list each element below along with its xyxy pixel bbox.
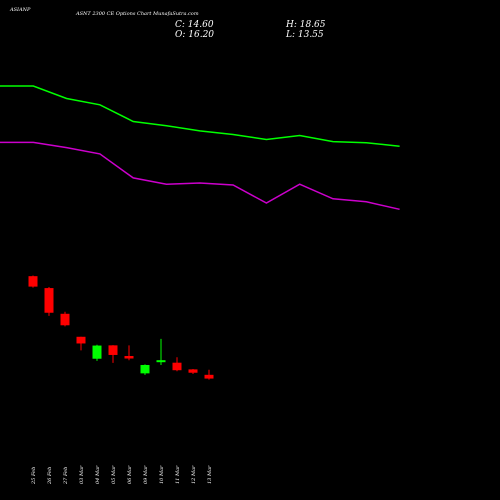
- indicator-lines: [0, 85, 400, 211]
- x-tick-label: 04 Mar: [95, 465, 101, 484]
- candle-body: [204, 374, 214, 379]
- lower-line: [0, 141, 400, 211]
- candle: [92, 344, 102, 361]
- chart-title: ASNT 2300 CE Options Chart MunafaSutra.c…: [76, 11, 199, 17]
- x-tick-label: 27 Feb: [63, 467, 69, 485]
- candle-body: [124, 356, 134, 359]
- candle-body: [188, 369, 198, 373]
- candle-body: [28, 276, 38, 287]
- candle: [156, 338, 166, 365]
- open-value: O: 16.20: [175, 30, 215, 40]
- x-tick-label: 12 Mar: [191, 465, 197, 484]
- candle-body: [76, 336, 86, 344]
- x-tick-label: 05 Mar: [111, 465, 117, 484]
- candle: [188, 368, 198, 374]
- x-tick-label: 09 Mar: [143, 465, 149, 484]
- candle-body: [140, 364, 150, 374]
- x-tick-label: 13 Mar: [207, 465, 213, 484]
- candle-body: [92, 345, 102, 359]
- candle: [60, 311, 70, 327]
- candle: [44, 287, 54, 316]
- upper-line: [0, 85, 400, 147]
- x-axis-labels: 25 Feb 26 Feb 27 Feb 03 Mar 04 Mar 05 Mar 06 M…: [31, 465, 213, 485]
- candle: [28, 275, 38, 288]
- candle-body: [60, 313, 70, 326]
- candle-body: [156, 360, 166, 363]
- candles-layer: [28, 275, 214, 380]
- candle: [108, 345, 118, 363]
- low-value: L: 13.55: [286, 30, 324, 40]
- candle-body: [44, 288, 54, 313]
- x-tick-label: 03 Mar: [79, 465, 85, 484]
- candle: [172, 357, 182, 372]
- x-tick-label: 06 Mar: [127, 465, 133, 484]
- candle: [124, 345, 134, 361]
- symbol-label: ASIANP: [10, 7, 31, 13]
- candle: [204, 369, 214, 380]
- candle: [76, 336, 86, 351]
- x-tick-label: 11 Mar: [175, 465, 181, 484]
- x-tick-label: 25 Feb: [31, 467, 37, 485]
- candle-body: [172, 362, 182, 371]
- candle: [140, 364, 150, 375]
- candle-body: [108, 345, 118, 355]
- x-tick-label: 26 Feb: [47, 467, 53, 485]
- x-tick-label: 10 Mar: [159, 465, 165, 484]
- close-value: C: 14.60: [175, 20, 214, 30]
- high-value: H: 18.65: [286, 20, 326, 30]
